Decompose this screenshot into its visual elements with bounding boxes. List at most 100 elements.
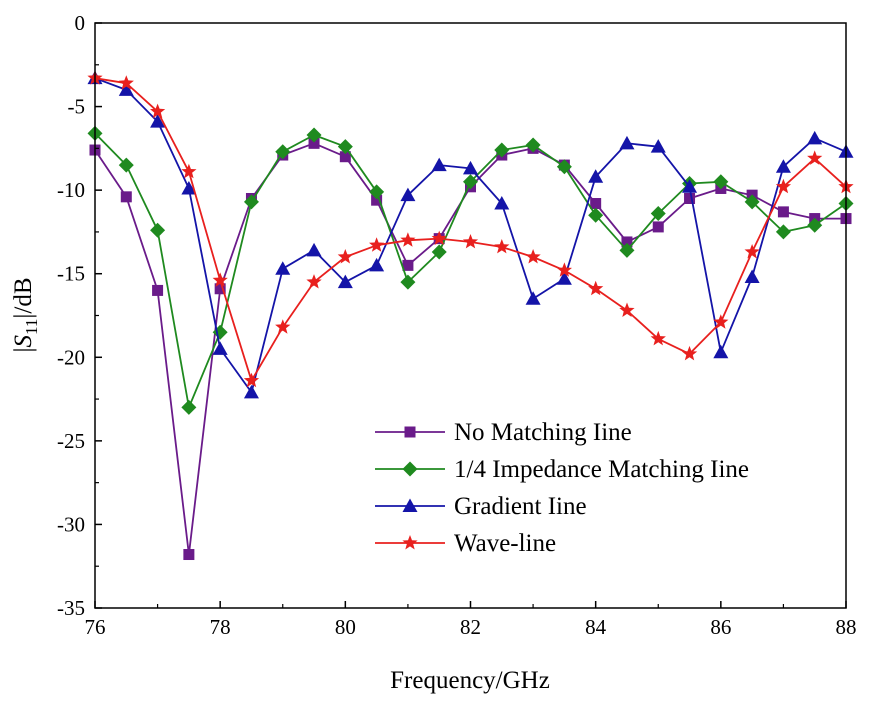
- data-point: [588, 280, 604, 296]
- data-point: [807, 130, 823, 145]
- y-tick-label: -35: [57, 596, 85, 620]
- data-point: [181, 180, 197, 195]
- data-point: [713, 344, 729, 359]
- series-2: [87, 125, 854, 415]
- data-point: [744, 269, 760, 284]
- data-point: [682, 179, 698, 193]
- plot-area: [87, 70, 854, 561]
- plot-frame: [94, 22, 847, 609]
- data-point: [494, 196, 510, 210]
- y-tick-label: -20: [57, 345, 85, 369]
- y-tick-label: -5: [68, 95, 86, 119]
- data-point: [400, 274, 416, 290]
- data-point: [243, 372, 260, 388]
- data-point: [118, 75, 134, 90]
- data-point: [275, 319, 291, 334]
- y-tick-label: -15: [57, 262, 85, 286]
- data-point: [275, 144, 291, 160]
- data-point: [525, 249, 541, 264]
- data-point: [371, 194, 383, 206]
- x-tick-label: 80: [335, 615, 356, 639]
- data-point: [369, 184, 385, 200]
- legend-item: No Matching Iine: [375, 419, 632, 446]
- data-point: [306, 274, 322, 289]
- data-point: [494, 142, 510, 158]
- data-point: [400, 187, 416, 202]
- data-point: [775, 159, 791, 173]
- data-point: [337, 249, 353, 264]
- data-point: [400, 232, 416, 247]
- data-point: [775, 178, 791, 194]
- legend-marker: [402, 535, 418, 550]
- legend-marker: [404, 426, 416, 438]
- data-point: [212, 341, 228, 355]
- data-point: [308, 137, 320, 149]
- data-point: [650, 330, 666, 346]
- data-point: [212, 272, 228, 287]
- x-tick-label: 78: [210, 615, 231, 639]
- legend-label: Gradient Iine: [454, 493, 587, 520]
- x-axis-title: Frequency/GHz: [390, 667, 550, 694]
- x-tick-label: 82: [460, 615, 481, 639]
- data-point: [337, 274, 353, 289]
- data-point: [652, 221, 664, 233]
- data-point: [619, 135, 635, 150]
- data-point: [588, 169, 604, 183]
- data-point: [150, 103, 166, 119]
- legend-marker: [402, 461, 418, 477]
- axes: 76 78 80 82 84 86 88 0 -5 -10 -15 -20 -25 -30 -35: [57, 11, 857, 639]
- data-point: [337, 139, 353, 155]
- data-point: [306, 242, 322, 257]
- legend-label: 1/4 Impedance Matching Iine: [454, 456, 749, 483]
- data-point: [525, 291, 541, 305]
- y-tick-label: -30: [57, 512, 85, 536]
- data-point: [150, 222, 166, 238]
- data-point: [744, 244, 760, 259]
- legend-marker: [402, 498, 418, 512]
- legend-item: 1/4 Impedance Matching Iine: [375, 456, 749, 483]
- data-point: [556, 271, 572, 285]
- data-point: [556, 159, 572, 175]
- series-line: [94, 77, 847, 382]
- data-point: [462, 234, 479, 249]
- data-point: [775, 224, 791, 240]
- data-point: [777, 206, 789, 218]
- y-tick-label: 0: [75, 11, 86, 35]
- x-tick-label: 76: [85, 615, 106, 639]
- data-point: [152, 284, 164, 296]
- series-4: [87, 70, 854, 388]
- data-point: [744, 194, 760, 210]
- data-point: [494, 239, 510, 254]
- data-point: [431, 157, 447, 172]
- data-point: [120, 191, 132, 203]
- data-point: [369, 237, 385, 252]
- legend-item: Wave-line: [375, 530, 556, 557]
- x-tick-label: 86: [710, 615, 731, 639]
- legend: No Matching Iine 1/4 Impedance Matching I…: [375, 419, 749, 557]
- data-point: [619, 242, 635, 258]
- y-tick-label: -10: [57, 178, 85, 202]
- data-point: [369, 257, 385, 272]
- y-axis-title-symbol: S: [10, 335, 37, 348]
- data-point: [713, 314, 729, 329]
- x-tick-label: 84: [585, 615, 607, 639]
- data-point: [650, 206, 666, 222]
- data-point: [181, 163, 197, 179]
- data-point: [463, 160, 478, 175]
- data-point: [402, 259, 414, 271]
- data-point: [681, 345, 698, 361]
- data-point: [650, 139, 666, 153]
- data-point: [713, 174, 729, 190]
- legend-item: Gradient Iine: [375, 493, 587, 520]
- y-axis-title-suffix: |/dB: [10, 277, 37, 318]
- data-point: [431, 230, 447, 246]
- y-axis-title: |S11|/dB: [10, 277, 41, 352]
- series-3: [87, 70, 854, 399]
- data-point: [807, 150, 823, 165]
- data-point: [588, 207, 604, 223]
- data-point: [463, 174, 478, 190]
- data-point: [590, 198, 602, 210]
- data-point: [306, 127, 322, 143]
- data-point: [243, 194, 259, 210]
